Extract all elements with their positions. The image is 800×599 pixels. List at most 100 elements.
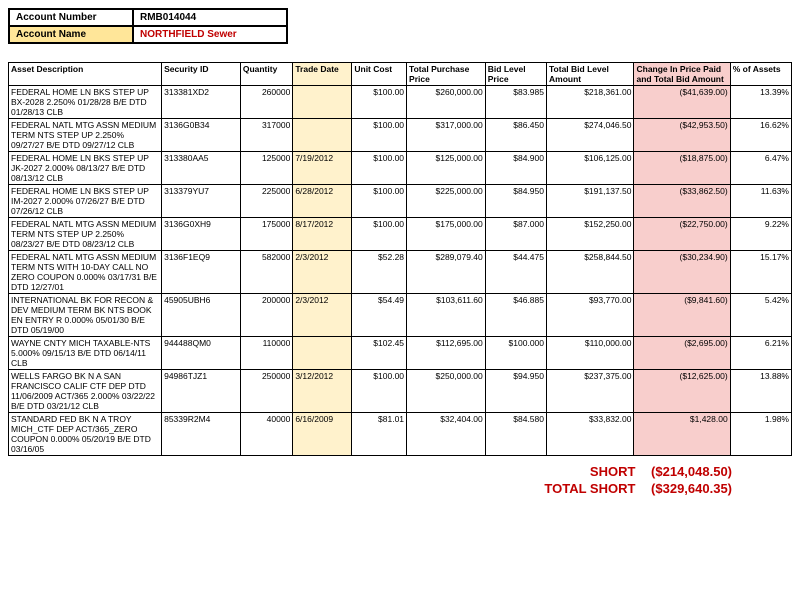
cell-desc: WAYNE CNTY MICH TAXABLE-NTS 5.000% 09/15…	[9, 337, 162, 370]
cell-purchase: $103,611.60	[407, 294, 486, 337]
cell-bid: $83.985	[485, 86, 546, 119]
cell-purchase: $225,000.00	[407, 185, 486, 218]
cell-change: ($18,875.00)	[634, 152, 730, 185]
cell-unit: $100.00	[352, 218, 407, 251]
cell-unit: $102.45	[352, 337, 407, 370]
col-unit: Unit Cost	[352, 63, 407, 86]
cell-secid: 85339R2M4	[162, 413, 241, 456]
col-qty: Quantity	[240, 63, 292, 86]
cell-desc: INTERNATIONAL BK FOR RECON & DEV MEDIUM …	[9, 294, 162, 337]
table-row: FEDERAL NATL MTG ASSN MEDIUM TERM NTS WI…	[9, 251, 792, 294]
cell-change: $1,428.00	[634, 413, 730, 456]
total-short-label: TOTAL SHORT	[544, 481, 635, 496]
table-row: FEDERAL NATL MTG ASSN MEDIUM TERM NTS ST…	[9, 119, 792, 152]
cell-totalbid: $218,361.00	[547, 86, 634, 119]
cell-unit: $52.28	[352, 251, 407, 294]
cell-secid: 45905UBH6	[162, 294, 241, 337]
cell-pct: 1.98%	[730, 413, 791, 456]
cell-unit: $100.00	[352, 152, 407, 185]
cell-trade	[293, 119, 352, 152]
cell-qty: 317000	[240, 119, 292, 152]
cell-totalbid: $110,000.00	[547, 337, 634, 370]
account-name-value: NORTHFIELD Sewer	[133, 26, 287, 43]
table-row: WAYNE CNTY MICH TAXABLE-NTS 5.000% 09/15…	[9, 337, 792, 370]
cell-trade	[293, 337, 352, 370]
cell-qty: 40000	[240, 413, 292, 456]
cell-totalbid: $274,046.50	[547, 119, 634, 152]
cell-change: ($41,639.00)	[634, 86, 730, 119]
cell-totalbid: $191,137.50	[547, 185, 634, 218]
cell-totalbid: $106,125.00	[547, 152, 634, 185]
col-trade: Trade Date	[293, 63, 352, 86]
cell-qty: 225000	[240, 185, 292, 218]
cell-pct: 6.47%	[730, 152, 791, 185]
cell-unit: $100.00	[352, 119, 407, 152]
cell-unit: $100.00	[352, 185, 407, 218]
account-number-value: RMB014044	[133, 9, 287, 26]
cell-qty: 125000	[240, 152, 292, 185]
cell-totalbid: $152,250.00	[547, 218, 634, 251]
cell-trade: 6/16/2009	[293, 413, 352, 456]
table-row: FEDERAL NATL MTG ASSN MEDIUM TERM NTS ST…	[9, 218, 792, 251]
holdings-table: Asset DescriptionSecurity IDQuantityTrad…	[8, 62, 792, 456]
cell-change: ($12,625.00)	[634, 370, 730, 413]
cell-desc: WELLS FARGO BK N A SAN FRANCISCO CALIF C…	[9, 370, 162, 413]
total-short-value: ($329,640.35)	[651, 481, 732, 496]
cell-desc: FEDERAL HOME LN BKS STEP UP BX-2028 2.25…	[9, 86, 162, 119]
cell-bid: $84.950	[485, 185, 546, 218]
cell-bid: $84.900	[485, 152, 546, 185]
cell-pct: 5.42%	[730, 294, 791, 337]
account-info: Account Number RMB014044 Account Name NO…	[8, 8, 288, 44]
cell-secid: 3136F1EQ9	[162, 251, 241, 294]
cell-trade	[293, 86, 352, 119]
cell-desc: FEDERAL NATL MTG ASSN MEDIUM TERM NTS ST…	[9, 119, 162, 152]
account-name-label: Account Name	[9, 26, 133, 43]
cell-qty: 250000	[240, 370, 292, 413]
cell-pct: 13.88%	[730, 370, 791, 413]
cell-totalbid: $258,844.50	[547, 251, 634, 294]
col-secid: Security ID	[162, 63, 241, 86]
col-purchase: Total Purchase Price	[407, 63, 486, 86]
cell-bid: $44.475	[485, 251, 546, 294]
col-desc: Asset Description	[9, 63, 162, 86]
cell-qty: 582000	[240, 251, 292, 294]
cell-pct: 9.22%	[730, 218, 791, 251]
account-number-label: Account Number	[9, 9, 133, 26]
cell-trade: 3/12/2012	[293, 370, 352, 413]
cell-change: ($33,862.50)	[634, 185, 730, 218]
cell-trade: 2/3/2012	[293, 251, 352, 294]
cell-desc: FEDERAL NATL MTG ASSN MEDIUM TERM NTS ST…	[9, 218, 162, 251]
cell-bid: $84.580	[485, 413, 546, 456]
cell-qty: 260000	[240, 86, 292, 119]
table-row: FEDERAL HOME LN BKS STEP UP BX-2028 2.25…	[9, 86, 792, 119]
cell-pct: 16.62%	[730, 119, 791, 152]
cell-purchase: $260,000.00	[407, 86, 486, 119]
cell-pct: 6.21%	[730, 337, 791, 370]
cell-qty: 200000	[240, 294, 292, 337]
cell-pct: 13.39%	[730, 86, 791, 119]
cell-trade: 8/17/2012	[293, 218, 352, 251]
cell-totalbid: $237,375.00	[547, 370, 634, 413]
cell-purchase: $317,000.00	[407, 119, 486, 152]
cell-purchase: $250,000.00	[407, 370, 486, 413]
cell-bid: $94.950	[485, 370, 546, 413]
table-row: FEDERAL HOME LN BKS STEP UP IM-2027 2.00…	[9, 185, 792, 218]
short-value: ($214,048.50)	[651, 464, 732, 479]
cell-unit: $100.00	[352, 370, 407, 413]
cell-change: ($42,953.50)	[634, 119, 730, 152]
cell-pct: 15.17%	[730, 251, 791, 294]
col-bid: Bid Level Price	[485, 63, 546, 86]
table-header-row: Asset DescriptionSecurity IDQuantityTrad…	[9, 63, 792, 86]
cell-secid: 3136G0XH9	[162, 218, 241, 251]
totals-block: SHORT ($214,048.50) TOTAL SHORT ($329,64…	[8, 464, 792, 496]
cell-bid: $87.000	[485, 218, 546, 251]
col-totalbid: Total Bid Level Amount	[547, 63, 634, 86]
cell-change: ($22,750.00)	[634, 218, 730, 251]
short-label: SHORT	[590, 464, 636, 479]
col-pct: % of Assets	[730, 63, 791, 86]
cell-unit: $54.49	[352, 294, 407, 337]
cell-change: ($9,841.60)	[634, 294, 730, 337]
table-row: FEDERAL HOME LN BKS STEP UP JK-2027 2.00…	[9, 152, 792, 185]
table-row: INTERNATIONAL BK FOR RECON & DEV MEDIUM …	[9, 294, 792, 337]
cell-totalbid: $33,832.00	[547, 413, 634, 456]
